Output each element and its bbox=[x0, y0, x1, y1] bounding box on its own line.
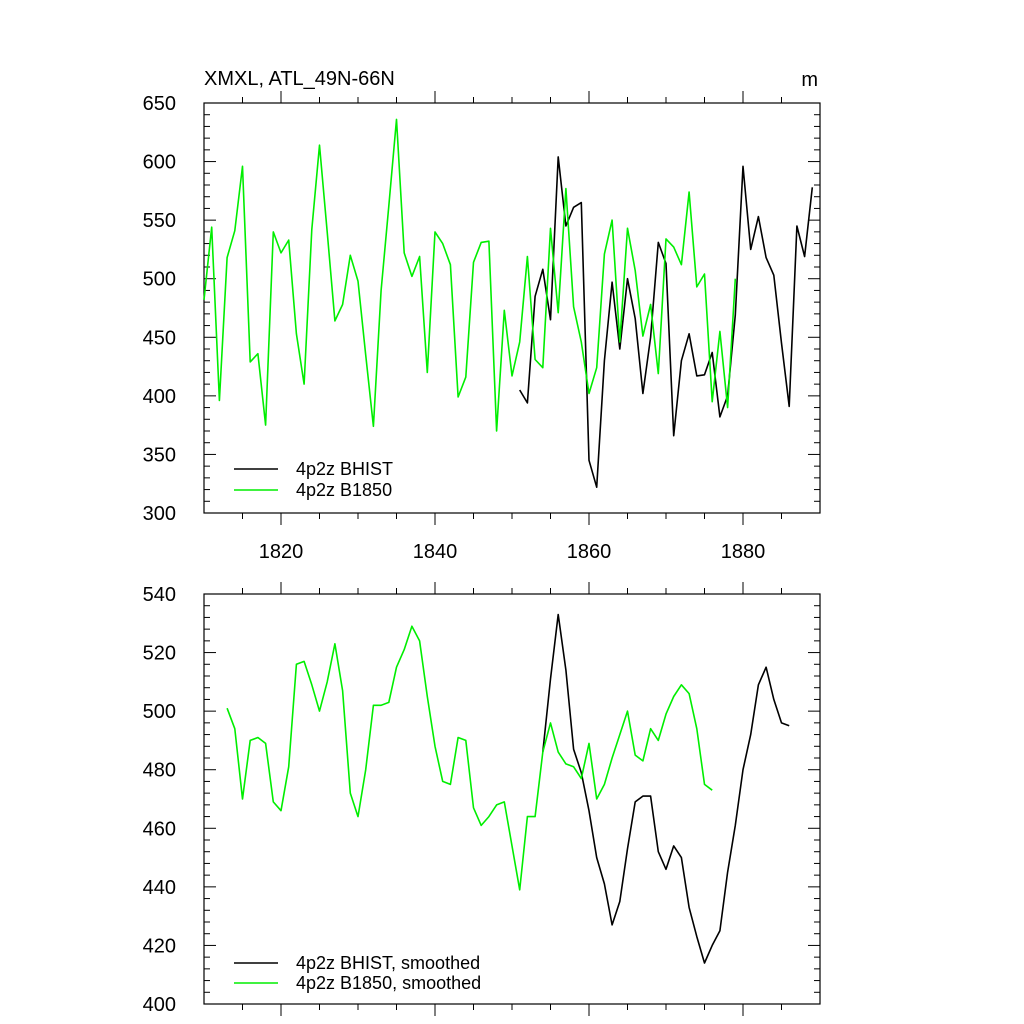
x-tick-label: 1860 bbox=[567, 541, 612, 563]
y-tick-label: 550 bbox=[143, 210, 176, 232]
chart-title: XMXL, ATL_49N-66N bbox=[204, 68, 395, 90]
x-tick-label: 1840 bbox=[413, 541, 458, 563]
y-tick-label: 450 bbox=[143, 327, 176, 349]
units-label: m bbox=[801, 69, 818, 91]
legend-label: 4p2z BHIST, smoothed bbox=[296, 953, 480, 973]
y-tick-label: 500 bbox=[143, 269, 176, 291]
plot-frame bbox=[203, 593, 821, 1005]
series-line-b1850 bbox=[226, 625, 713, 891]
y-tick-label: 400 bbox=[143, 994, 176, 1016]
legend-label: 4p2z B1850 bbox=[296, 480, 392, 500]
y-tick-label: 600 bbox=[143, 152, 176, 174]
y-tick-label: 350 bbox=[143, 444, 176, 466]
y-tick-label: 650 bbox=[143, 93, 176, 115]
x-tick-label: 1820 bbox=[259, 541, 304, 563]
panel-top: 300 350 400 450 500 550 600 650 1820 1840 1860 1880… bbox=[143, 91, 821, 563]
series-line-b1850 bbox=[203, 118, 737, 432]
y-tick-label: 400 bbox=[143, 386, 176, 408]
y-tick-label: 460 bbox=[143, 818, 176, 840]
x-tick-label: 1880 bbox=[721, 541, 766, 563]
series-line-bhist bbox=[519, 156, 814, 489]
plot-frame bbox=[203, 102, 821, 514]
panel-bottom: 400 420 440 460 480 500 520 540 4p2z BHIST, smoo… bbox=[143, 582, 821, 1016]
y-tick-label: 500 bbox=[143, 701, 176, 723]
legend-label: 4p2z B1850, smoothed bbox=[296, 973, 481, 993]
y-tick-label: 300 bbox=[143, 503, 176, 525]
y-tick-label: 480 bbox=[143, 760, 176, 782]
y-tick-label: 440 bbox=[143, 877, 176, 899]
y-tick-label: 540 bbox=[143, 584, 176, 606]
y-tick-label: 420 bbox=[143, 935, 176, 957]
legend-label: 4p2z BHIST bbox=[296, 459, 393, 479]
y-tick-label: 520 bbox=[143, 643, 176, 665]
series-line-bhist bbox=[542, 613, 790, 964]
